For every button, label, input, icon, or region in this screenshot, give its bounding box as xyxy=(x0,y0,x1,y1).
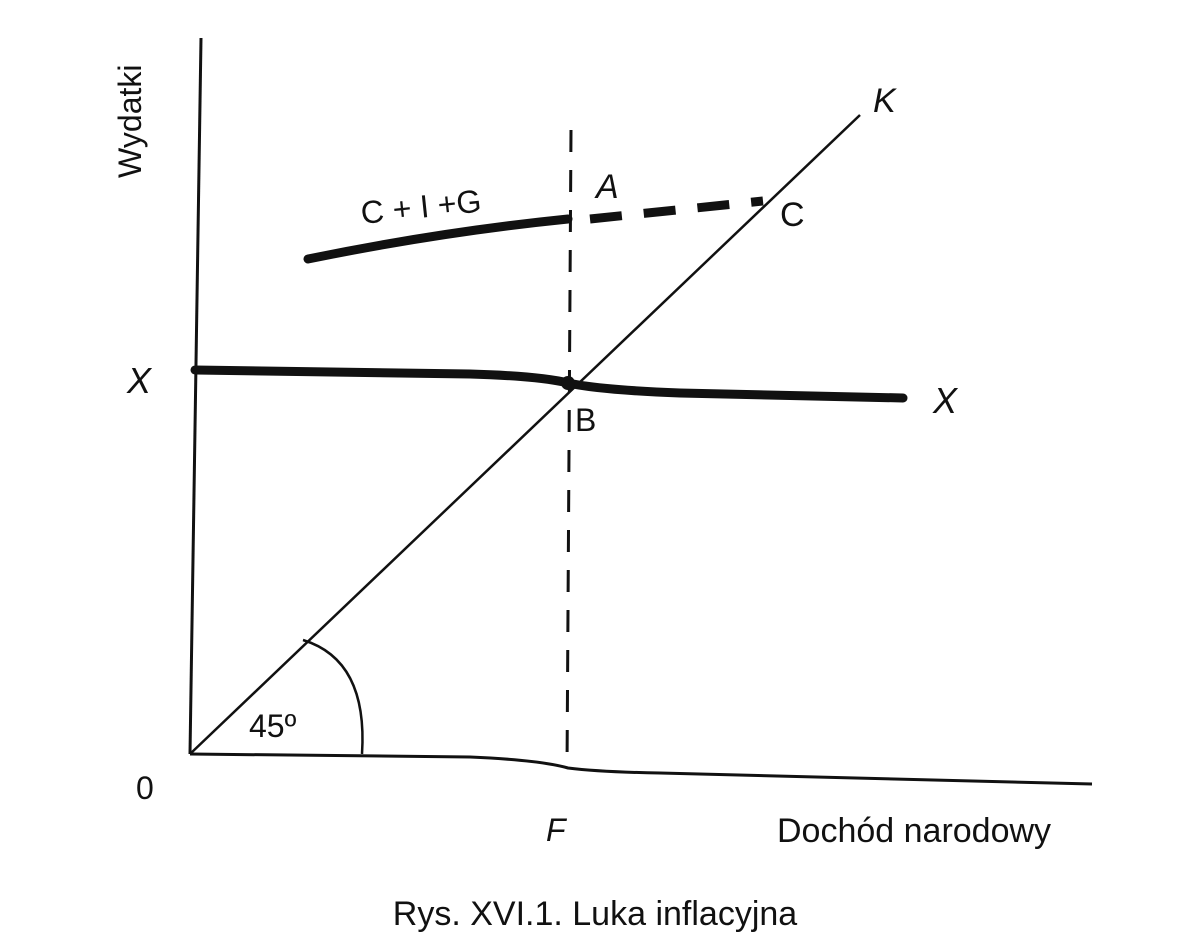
angle-label: 45º xyxy=(249,708,297,744)
x-axis xyxy=(189,752,1093,786)
point-b-label: B xyxy=(575,402,596,438)
x-axis-label: Dochód narodowy xyxy=(777,812,1051,850)
point-k-label: K xyxy=(873,82,897,120)
x-right-label: X xyxy=(932,380,959,421)
point-f-label: F xyxy=(546,812,568,848)
y-axis-label: Wydatki xyxy=(112,64,148,178)
curve-cig xyxy=(303,214,573,264)
y-axis xyxy=(188,37,203,755)
curve-cig-label: C + I +G xyxy=(359,183,483,231)
point-c-label: C xyxy=(780,196,805,234)
curve-cig-dashed xyxy=(589,196,764,224)
point-b-marker xyxy=(561,376,575,390)
origin-label: 0 xyxy=(136,770,154,806)
figure-caption: Rys. XVI.1. Luka inflacyjna xyxy=(393,895,798,933)
angle-arc xyxy=(302,638,364,755)
point-a-label: A xyxy=(594,168,619,206)
curve-xx xyxy=(190,365,908,403)
x-left-label: X xyxy=(126,360,153,401)
vertical-dashed-line xyxy=(565,129,573,771)
line-0k xyxy=(189,114,861,755)
